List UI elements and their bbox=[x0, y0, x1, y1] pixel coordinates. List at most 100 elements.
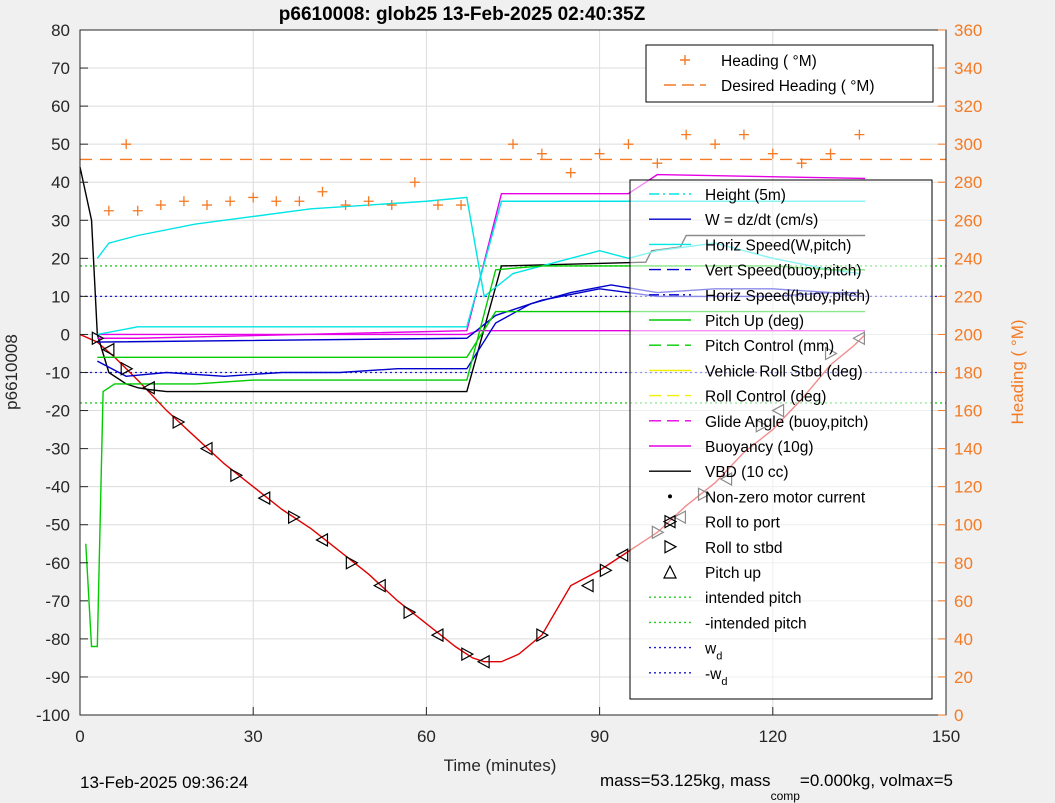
heading-point bbox=[738, 129, 749, 140]
legend-label: Vehicle Roll Stbd (deg) bbox=[705, 363, 863, 380]
y2-tick-label: 160 bbox=[954, 402, 982, 421]
heading-point bbox=[294, 196, 305, 207]
legend-label: Non-zero motor current bbox=[705, 489, 866, 506]
legend-sample bbox=[680, 55, 690, 65]
roll-marker bbox=[536, 628, 550, 643]
y-tick-label: -60 bbox=[45, 554, 70, 573]
legend-sample bbox=[668, 494, 672, 499]
y-tick-label: 10 bbox=[51, 287, 70, 306]
y-tick-label: -10 bbox=[45, 364, 70, 383]
x-tick-label: 90 bbox=[590, 727, 609, 746]
roll-marker bbox=[615, 548, 629, 563]
y2-tick-label: 220 bbox=[954, 287, 982, 306]
heading-point bbox=[767, 148, 778, 159]
legend-label: Pitch Up (deg) bbox=[705, 313, 804, 330]
y2-tick-label: 40 bbox=[954, 630, 973, 649]
legend-label: Vert Speed(buoy,pitch) bbox=[705, 263, 862, 280]
series-line bbox=[97, 200, 866, 336]
y-tick-label: -70 bbox=[45, 592, 70, 611]
y-tick-label: -40 bbox=[45, 478, 70, 497]
y2-tick-label: 140 bbox=[954, 440, 982, 459]
heading-point bbox=[432, 200, 443, 211]
heading-point bbox=[248, 192, 259, 203]
heading-point bbox=[155, 200, 166, 211]
legend-label: Roll to port bbox=[705, 515, 781, 532]
heading-point bbox=[710, 139, 721, 150]
legend-label: Horiz Speed(W,pitch) bbox=[705, 237, 851, 254]
heading-point bbox=[456, 200, 467, 211]
roll-marker bbox=[476, 654, 490, 669]
x-tick-label: 0 bbox=[75, 727, 84, 746]
legend-sample bbox=[662, 514, 678, 529]
heading-point bbox=[825, 148, 836, 159]
y-tick-label: 40 bbox=[51, 173, 70, 192]
heading-point bbox=[363, 196, 374, 207]
x-tick-label: 30 bbox=[244, 727, 263, 746]
y2-tick-label: 240 bbox=[954, 249, 982, 268]
heading-point bbox=[340, 200, 351, 211]
roll-marker bbox=[372, 578, 386, 593]
legend-label: Desired Heading ( °M) bbox=[721, 78, 875, 95]
y2-tick-label: 100 bbox=[954, 516, 982, 535]
legend-label: Height (5m) bbox=[705, 187, 786, 204]
roll-marker bbox=[345, 555, 359, 570]
x-tick-label: 120 bbox=[759, 727, 787, 746]
y2-axis-label: Heading ( °M) bbox=[1008, 319, 1027, 424]
heading-point bbox=[652, 158, 663, 169]
legend-label: Roll to stbd bbox=[705, 540, 783, 557]
legend-sample bbox=[664, 539, 678, 554]
roll-marker bbox=[461, 647, 475, 662]
y-tick-label: 0 bbox=[61, 325, 70, 344]
y-tick-label: -90 bbox=[45, 668, 70, 687]
legend-label: Roll Control (deg) bbox=[705, 389, 826, 406]
y2-tick-label: 320 bbox=[954, 97, 982, 116]
heading-point bbox=[854, 129, 865, 140]
heading-point bbox=[132, 205, 143, 216]
legend-label: -intended pitch bbox=[705, 615, 807, 632]
roll-marker bbox=[257, 491, 271, 506]
legend-label: Pitch up bbox=[705, 565, 761, 582]
y2-tick-label: 200 bbox=[954, 325, 982, 344]
heading-point bbox=[565, 167, 576, 178]
heading-point bbox=[409, 177, 420, 188]
heading-point bbox=[271, 196, 282, 207]
y-tick-label: 70 bbox=[51, 59, 70, 78]
y2-tick-label: 20 bbox=[954, 668, 973, 687]
y2-tick-label: 180 bbox=[954, 364, 982, 383]
heading-point bbox=[681, 129, 692, 140]
roll-marker bbox=[120, 361, 134, 376]
legend-label: Heading ( °M) bbox=[721, 53, 817, 70]
y2-tick-label: 300 bbox=[954, 135, 982, 154]
legend-label: Buoyancy (10g) bbox=[705, 439, 814, 456]
y-tick-label: 20 bbox=[51, 249, 70, 268]
heading-point bbox=[594, 148, 605, 159]
roll-marker bbox=[430, 628, 444, 643]
heading-point bbox=[386, 200, 397, 211]
y2-tick-label: 0 bbox=[954, 706, 963, 725]
roll-marker bbox=[315, 532, 329, 547]
x-tick-label: 150 bbox=[932, 727, 960, 746]
y-axis-label: p6610008 bbox=[2, 334, 21, 410]
y2-tick-label: 120 bbox=[954, 478, 982, 497]
legend-sample bbox=[663, 564, 677, 579]
heading-legend-box bbox=[645, 44, 934, 103]
roll-marker bbox=[199, 441, 213, 456]
y2-tick-label: 60 bbox=[954, 592, 973, 611]
roll-marker bbox=[230, 468, 244, 483]
y2-axis-ticks: 3603403203002802602402202001801601401201… bbox=[938, 21, 982, 725]
x-tick-label: 60 bbox=[417, 727, 436, 746]
heading-point bbox=[178, 196, 189, 207]
footer-mass-a: mass=53.125kg, mass bbox=[600, 771, 771, 790]
y2-tick-label: 360 bbox=[954, 21, 982, 40]
roll-marker bbox=[172, 414, 186, 429]
y-tick-label: -100 bbox=[36, 706, 70, 725]
heading-point bbox=[202, 200, 213, 211]
roll-marker bbox=[142, 380, 155, 395]
heading-point bbox=[536, 148, 547, 159]
y-tick-label: 60 bbox=[51, 97, 70, 116]
x-axis-label: Time (minutes) bbox=[444, 756, 557, 775]
series-legend-box bbox=[629, 179, 933, 700]
y2-tick-label: 340 bbox=[954, 59, 982, 78]
heading-point bbox=[225, 196, 236, 207]
